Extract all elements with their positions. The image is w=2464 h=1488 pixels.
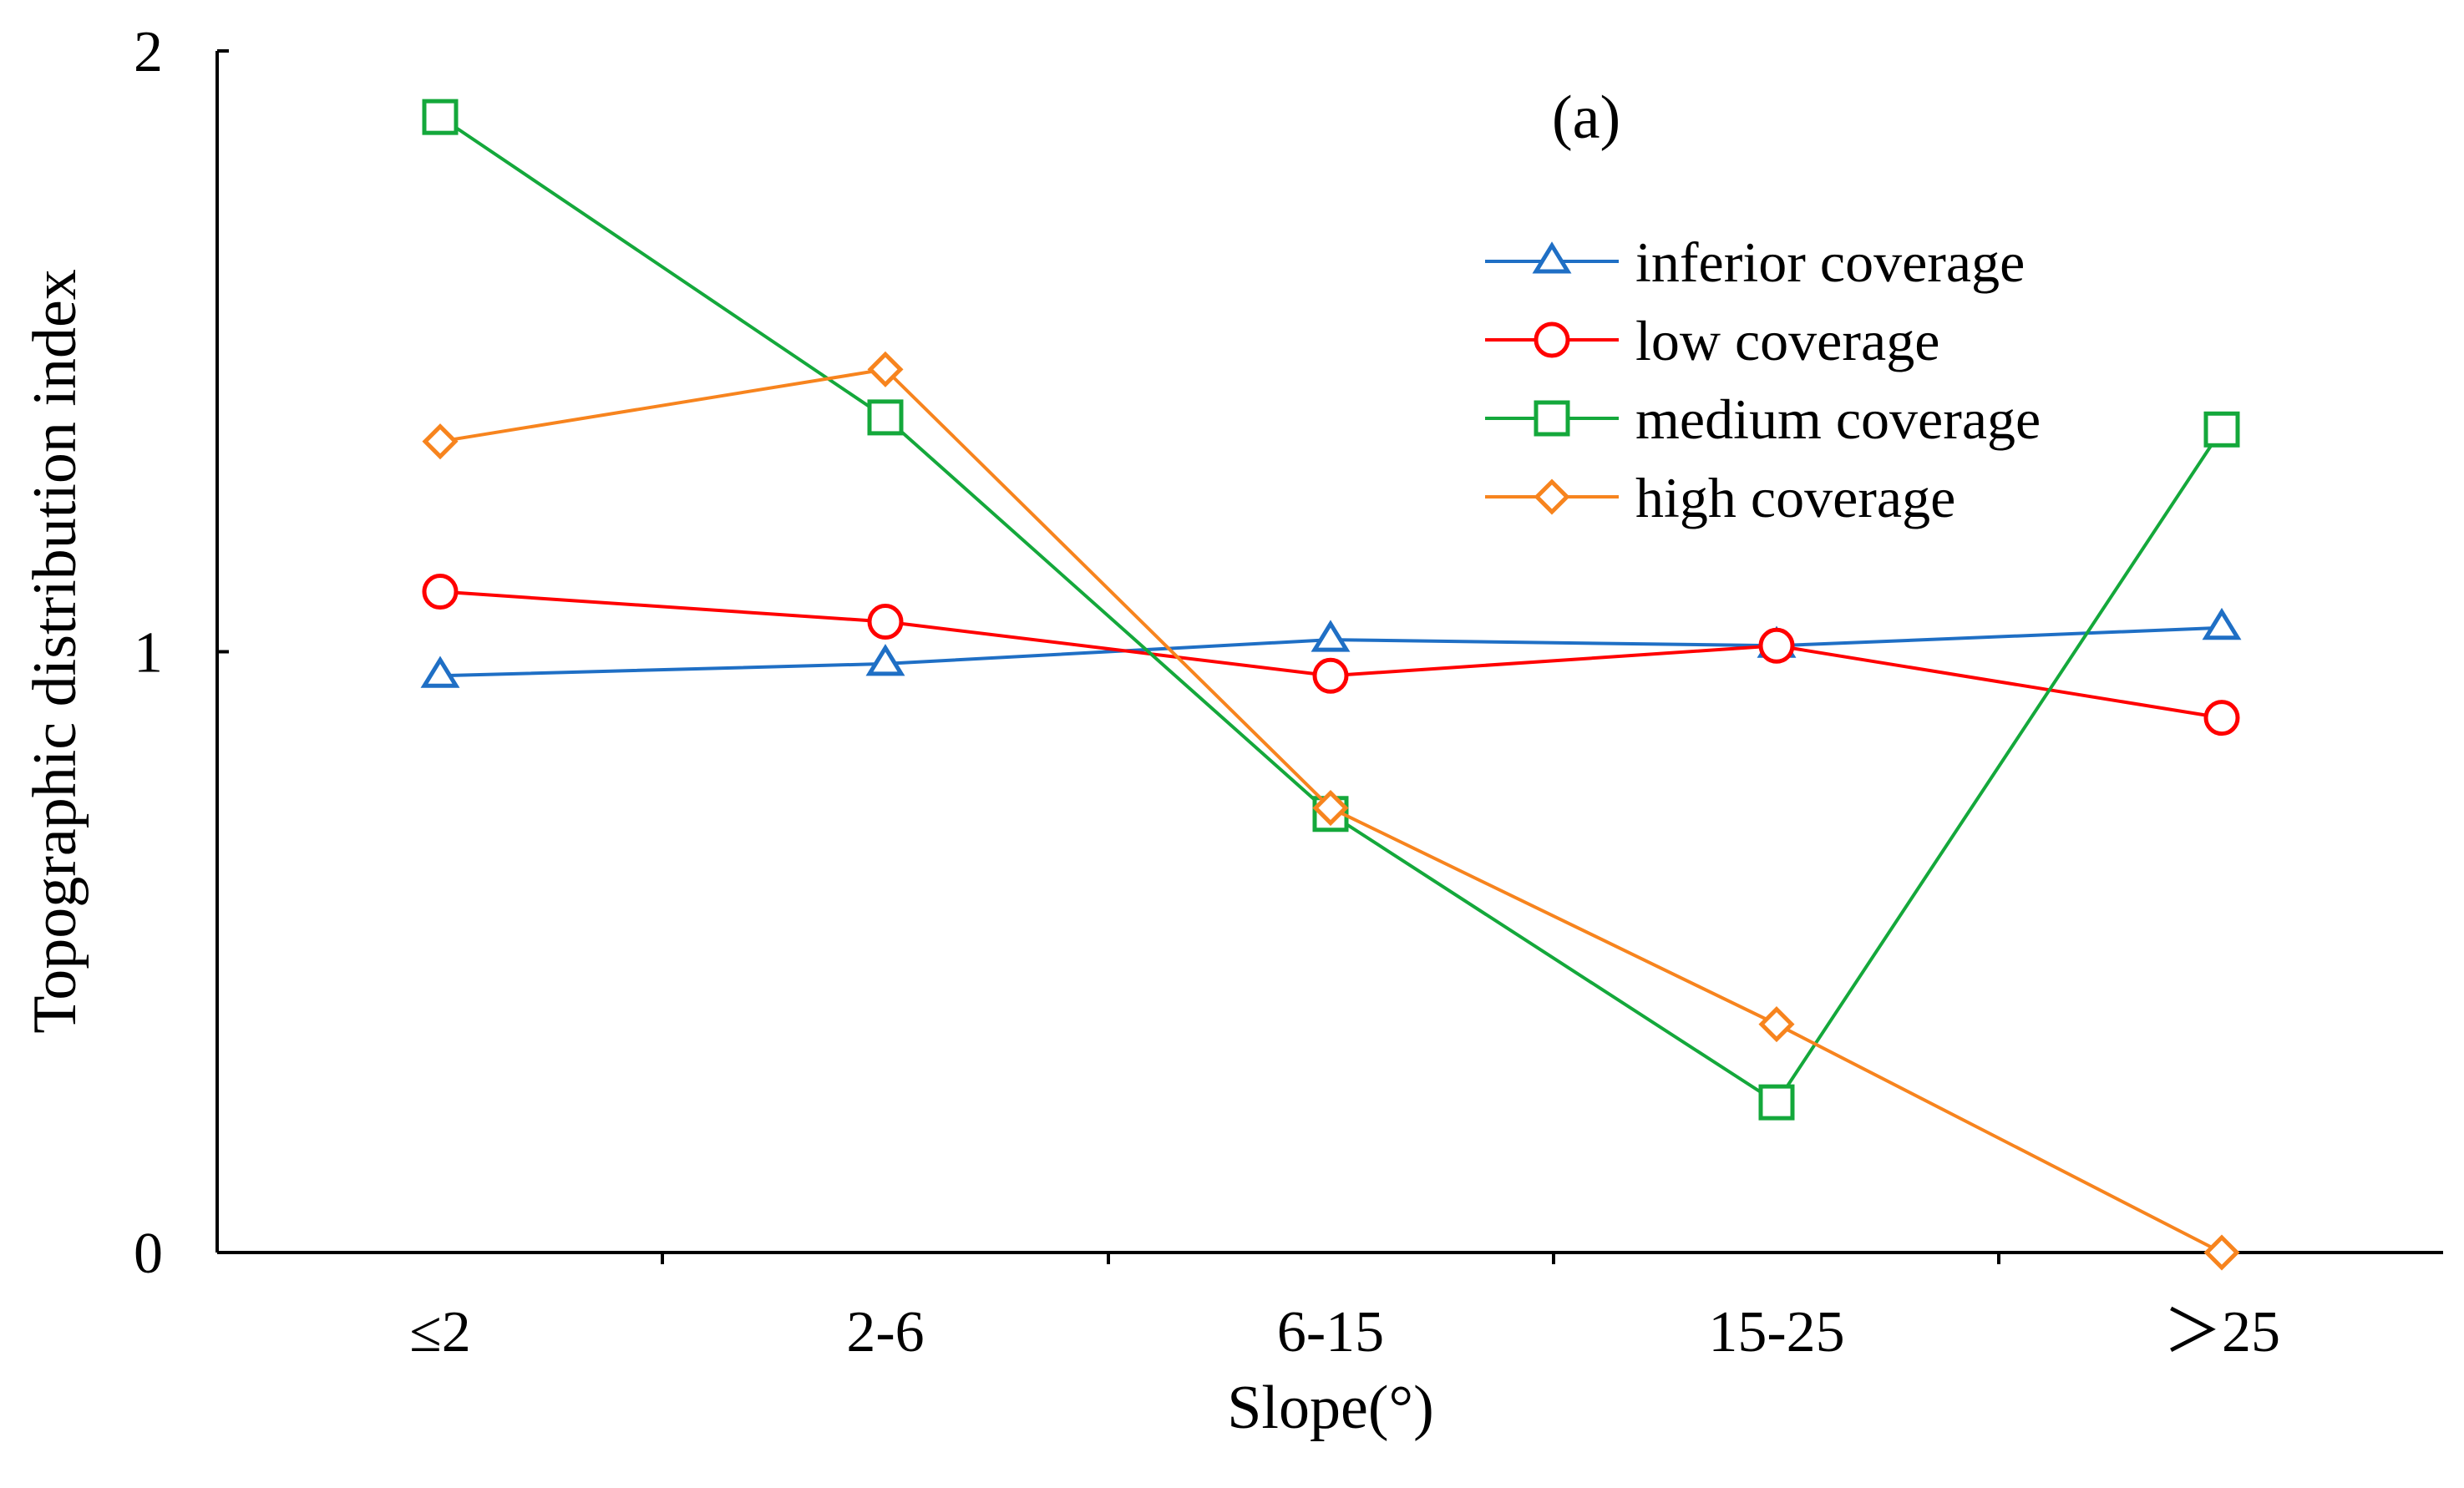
x-tick-label: ＞25 — [2163, 1300, 2280, 1364]
diamond-marker — [422, 423, 459, 460]
diamond-marker — [1534, 478, 1570, 515]
x-tick-label: 15-25 — [1708, 1300, 1844, 1364]
square-marker — [1534, 400, 1570, 437]
x-tick-label: 2-6 — [846, 1300, 924, 1364]
legend-item: medium coverage — [1485, 387, 2041, 451]
panel-label: (a) — [1552, 84, 1620, 152]
triangle-marker — [2202, 607, 2242, 640]
circle-marker — [1312, 657, 1349, 694]
square-marker — [1758, 1084, 1795, 1121]
circle-marker — [422, 574, 459, 610]
y-tick-label: 2 — [134, 20, 163, 84]
legend: inferior coverage low coverage medium cove… — [1485, 230, 2041, 529]
legend-item: inferior coverage — [1485, 230, 2025, 294]
legend-label: medium coverage — [1635, 387, 2041, 451]
triangle-marker — [1311, 620, 1351, 652]
square-marker — [2203, 411, 2240, 448]
legend-label: inferior coverage — [1635, 230, 2025, 294]
series-high-coverage — [422, 351, 2240, 1271]
circle-marker — [1534, 321, 1570, 358]
legend-label: low coverage — [1635, 309, 1939, 372]
x-axis-title: Slope(°) — [1227, 1374, 1433, 1442]
triangle-marker — [420, 655, 460, 688]
series-low-coverage — [422, 574, 2240, 736]
triangle-marker — [865, 644, 905, 676]
square-marker — [867, 399, 904, 436]
diamond-marker — [867, 351, 904, 387]
x-ticks: ≤2 2-6 6-15 15-25 ＞25 — [409, 1253, 2280, 1364]
y-tick-label: 0 — [134, 1222, 163, 1286]
x-tick-label: 6-15 — [1277, 1300, 1384, 1364]
circle-marker — [2203, 700, 2240, 736]
series-line — [439, 590, 2223, 720]
square-marker — [422, 99, 459, 135]
diamond-marker — [1758, 1006, 1795, 1043]
legend-label: high coverage — [1635, 466, 1955, 529]
y-axis-title: Topographic distribution index — [21, 269, 89, 1034]
diamond-marker — [2203, 1234, 2240, 1271]
triangle-marker — [1532, 241, 1572, 274]
y-ticks: 0 1 2 — [134, 20, 229, 1286]
circle-marker — [1758, 627, 1795, 664]
series-layer — [420, 99, 2242, 1271]
legend-item: high coverage — [1485, 466, 1955, 529]
y-tick-label: 1 — [134, 621, 163, 686]
circle-marker — [867, 604, 904, 640]
diamond-marker — [1312, 790, 1349, 827]
legend-item: low coverage — [1485, 309, 1939, 372]
x-tick-label: ≤2 — [409, 1300, 470, 1364]
